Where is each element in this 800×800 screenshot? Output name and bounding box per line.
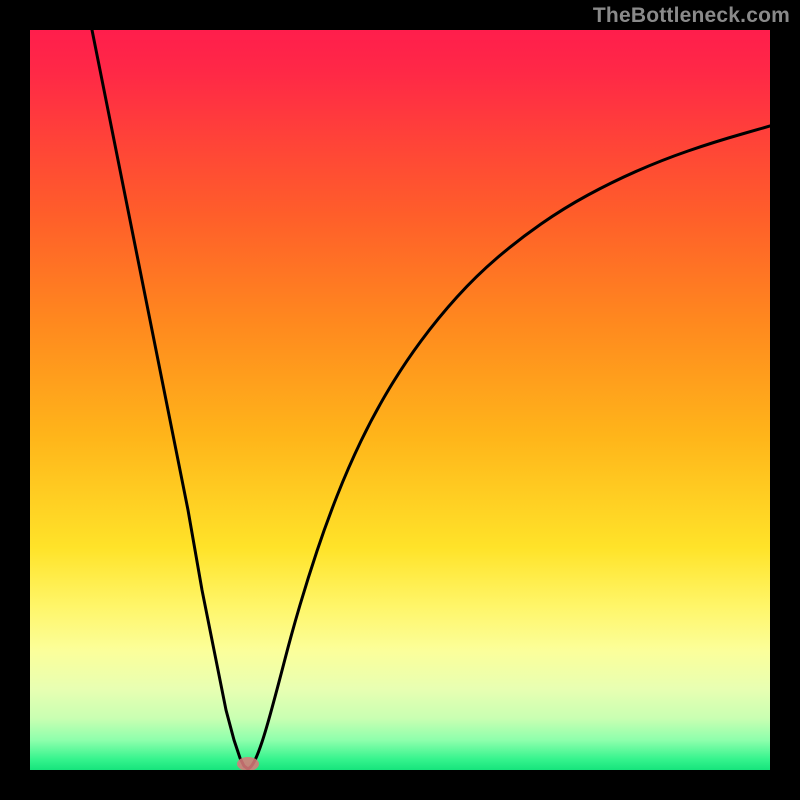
plot-area xyxy=(30,30,770,770)
watermark-text: TheBottleneck.com xyxy=(593,4,790,28)
gradient-chart-svg xyxy=(30,30,770,770)
gradient-background xyxy=(30,30,770,770)
chart-root: { "watermark": { "text": "TheBottleneck.… xyxy=(0,0,800,800)
